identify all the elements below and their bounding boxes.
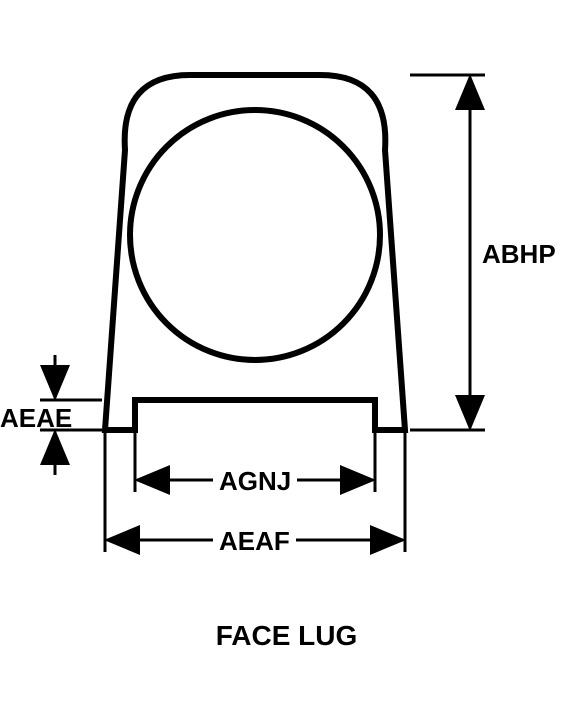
diagram-svg: [0, 0, 573, 712]
label-aeaf: AEAF: [213, 526, 296, 557]
label-agnj: AGNJ: [213, 466, 297, 497]
diagram-title: FACE LUG: [0, 620, 573, 652]
lug-outline: [105, 75, 405, 430]
label-abhp: ABHP: [482, 239, 556, 270]
dimension-abhp: [410, 75, 485, 430]
face-lug-diagram: ABHP AEAE AGNJ AEAF FACE LUG: [0, 0, 573, 712]
lug-bore-circle: [130, 110, 380, 360]
label-aeae: AEAE: [0, 403, 72, 434]
